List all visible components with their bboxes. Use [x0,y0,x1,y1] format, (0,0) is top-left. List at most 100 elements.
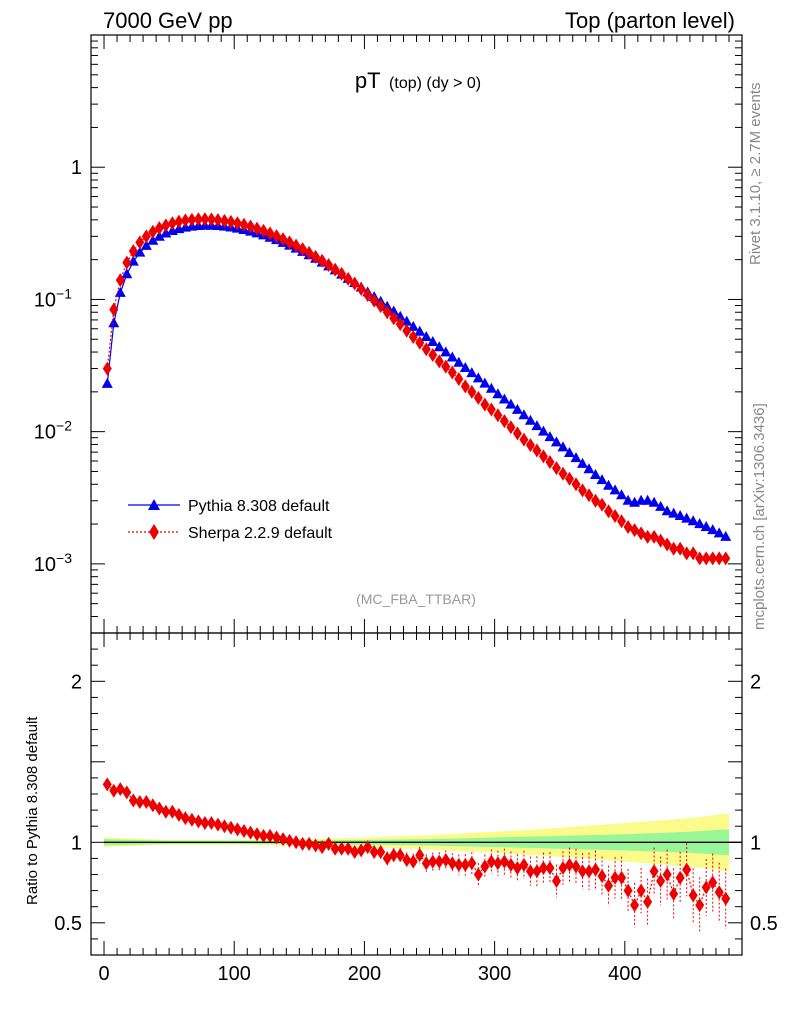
pythia-point [687,515,699,526]
pythia-point [616,489,628,500]
pythia-point [694,518,706,529]
pythia-point [472,372,484,383]
sherpa-point [109,302,119,317]
pythia-point [570,452,582,463]
ratio-sherpa-point [324,836,334,851]
ratio-sherpa-point [701,880,711,895]
ratio-sherpa-point [486,854,496,869]
ratio-sherpa-point [604,878,614,893]
pythia-point [446,351,458,362]
pythia-point [466,367,478,378]
sherpa-point [447,365,457,380]
legend-sherpa-label: Sherpa 2.2.9 default [188,525,333,542]
pythia-point [531,420,543,431]
sherpa-point [486,402,496,417]
y-tick-label: 10−3 [34,550,72,576]
ratio-sherpa-point [402,853,412,868]
ratio-sherpa-point [350,844,360,859]
ratio-panel: 0.5 0.5 1 1 2 2 0 100 200 300 400 [54,632,778,985]
sherpa-point [161,218,171,233]
sherpa-point [701,551,711,566]
ratio-y-tick-label-left: 2 [71,671,82,693]
sherpa-point [174,214,184,229]
sherpa-point [643,529,653,544]
x-tick-label: 0 [98,963,109,985]
ratio-sherpa-point [239,824,249,839]
sherpa-point [434,354,444,369]
pythia-point [707,524,719,535]
sherpa-point [245,219,255,234]
ratio-sherpa-point [714,885,724,900]
sherpa-point [662,537,672,552]
sherpa-point [571,477,581,492]
sherpa-point [200,212,210,227]
header-left: 7000 GeV pp [103,8,233,33]
x-tick-label: 100 [218,963,251,985]
sherpa-point [219,213,229,228]
sherpa-point [545,454,555,469]
sherpa-point [415,335,425,350]
ratio-sherpa-point [219,819,229,834]
pythia-point [674,510,686,521]
pythia-point [414,325,426,336]
pythia-point [121,268,133,279]
sherpa-point [408,329,418,344]
pythia-point [511,403,523,414]
ratio-sherpa-line [106,783,727,907]
ratio-sherpa-point [272,830,282,845]
pythia-point [713,527,725,538]
sherpa-point [480,397,490,412]
sherpa-point [558,466,568,481]
sherpa-point [122,255,132,270]
pythia-point [440,346,452,357]
y-tick-label: 1 [71,157,82,179]
ratio-sherpa-point [447,856,457,871]
sherpa-point [213,212,223,227]
sherpa-point [564,471,574,486]
ratio-sherpa-point [708,875,718,890]
legend-pythia-marker [148,499,160,510]
ratio-frame [90,632,743,956]
pythia-point [557,441,569,452]
ratio-sherpa-point [721,891,731,906]
sherpa-point [532,443,542,458]
ratio-sherpa-point [493,856,503,871]
sherpa-point [350,276,360,291]
pythia-point [609,484,621,495]
ratio-sherpa-point [200,815,210,830]
pythia-point [433,341,445,352]
pythia-point [140,239,152,250]
sherpa-point [441,359,451,374]
ratio-sherpa-point [473,867,483,882]
legend-pythia-label: Pythia 8.308 default [188,498,330,515]
ratio-sherpa-point [265,828,275,843]
ratio-sherpa-point [623,883,633,898]
pythia-point [603,479,615,490]
ratio-sherpa-point [597,869,607,884]
sherpa-point [551,461,561,476]
sherpa-point [467,384,477,399]
sherpa-point [688,546,698,561]
ratio-sherpa-point [617,870,627,885]
ratio-sherpa-point [337,841,347,856]
ratio-sherpa-point [428,854,438,869]
sherpa-point [369,293,379,308]
ratio-sherpa-point [259,828,269,843]
pythia-point [134,246,146,257]
ratio-sherpa-point [415,848,425,863]
sherpa-point [252,221,262,236]
sherpa-point [512,426,522,441]
x-tick-label: 200 [348,963,381,985]
ratio-sherpa-point [636,883,646,898]
sherpa-point [356,281,366,296]
ratio-sherpa-point [298,836,308,851]
sherpa-point [363,288,373,303]
pythia-point [622,494,634,505]
ratio-sherpa-point [102,777,112,792]
pythia-point [537,425,549,436]
ratio-sherpa-point [252,827,262,842]
ratio-sherpa-point [584,864,594,879]
sherpa-point [232,216,242,231]
pythia-point [563,446,575,457]
ratio-sherpa-point [363,840,373,855]
